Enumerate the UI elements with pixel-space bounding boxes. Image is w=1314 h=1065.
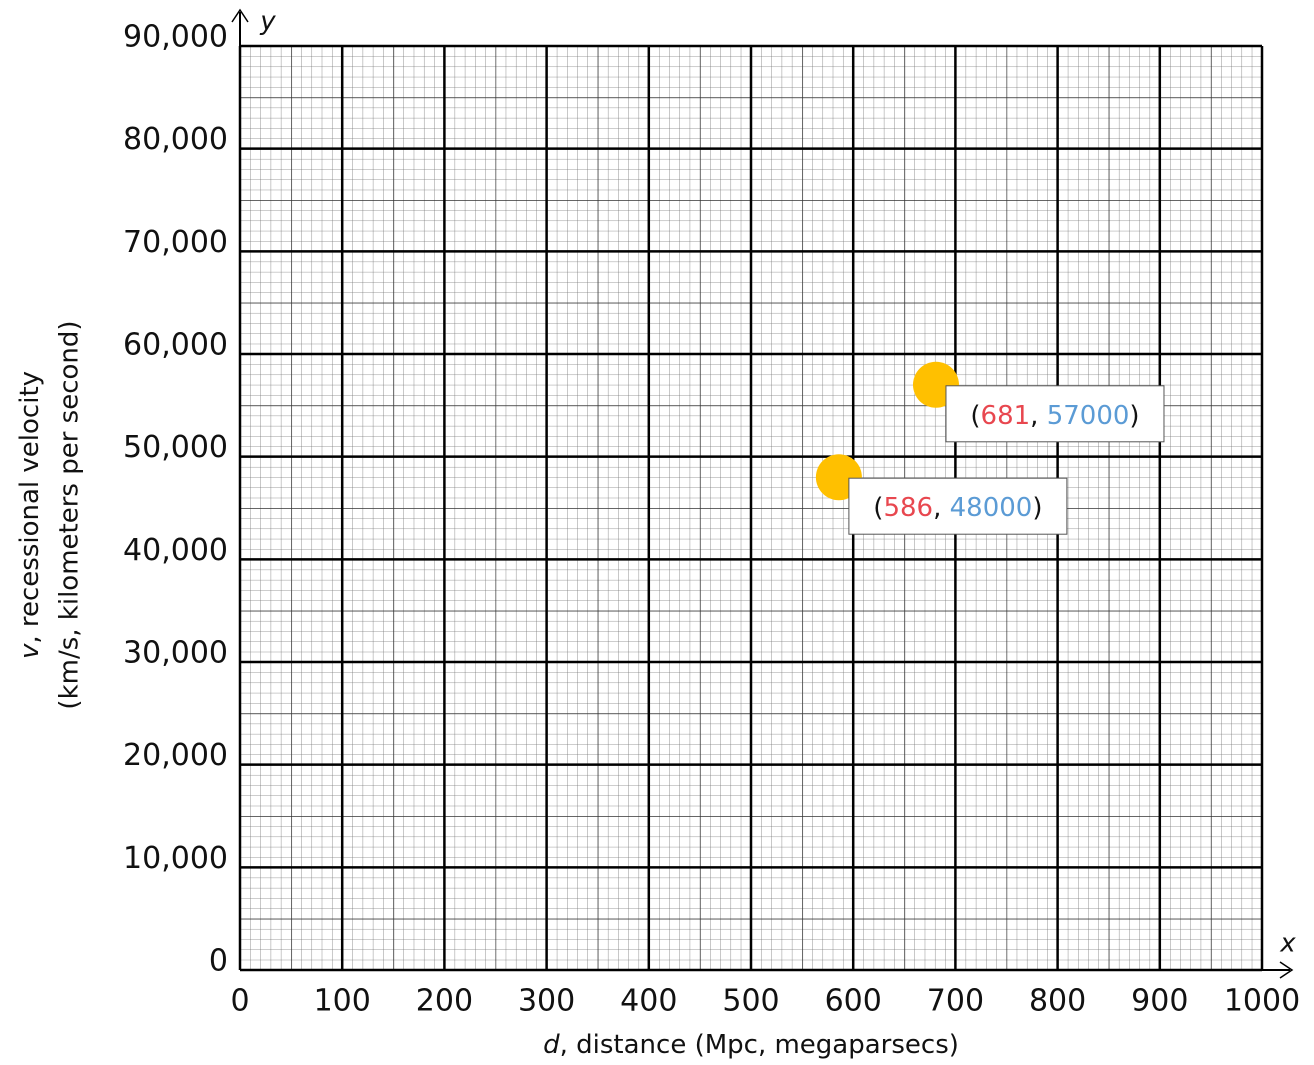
point-label-part: , xyxy=(933,493,950,523)
x-axis-label: d, distance (Mpc, megaparsecs) xyxy=(543,1030,959,1060)
y-tick-label: 70,000 xyxy=(123,225,228,260)
x-tick-label: 500 xyxy=(722,984,779,1019)
x-tick-label: 900 xyxy=(1131,984,1188,1019)
y-axis-label-group: v, recessional velocity (km/s, kilometer… xyxy=(15,320,85,709)
y-tick-label: 50,000 xyxy=(123,430,228,465)
point-label-part: ( xyxy=(873,493,883,523)
point-label-part: ) xyxy=(1032,493,1042,523)
y-tick-label: 0 xyxy=(209,944,228,979)
x-tick-label: 300 xyxy=(518,984,575,1019)
point-label-part: 48000 xyxy=(950,493,1033,523)
point-label-part: , xyxy=(1030,400,1047,430)
x-tick-label: 1000 xyxy=(1224,984,1300,1019)
x-tick-label: 700 xyxy=(927,984,984,1019)
y-tick-label: 30,000 xyxy=(123,636,228,671)
x-tick-label: 600 xyxy=(825,984,882,1019)
point-label: (586, 48000) xyxy=(873,493,1042,523)
point-label-part: ( xyxy=(970,400,980,430)
point-label: (681, 57000) xyxy=(970,400,1139,430)
x-tick-label: 100 xyxy=(314,984,371,1019)
y-tick-label: 80,000 xyxy=(123,122,228,157)
y-tick-label: 20,000 xyxy=(123,738,228,773)
x-tick-label: 400 xyxy=(620,984,677,1019)
x-axis-text: , distance (Mpc, megaparsecs) xyxy=(560,1030,959,1060)
y-tick-label: 60,000 xyxy=(123,328,228,363)
x-letter: x xyxy=(1279,929,1296,959)
point-label-box xyxy=(945,385,1165,443)
y-arrow xyxy=(231,8,249,23)
y-axis-label-line2: (km/s, kilometers per second) xyxy=(55,320,85,709)
point-label-part: ) xyxy=(1129,400,1139,430)
x-tick-label: 200 xyxy=(416,984,473,1019)
point-label-part: 586 xyxy=(883,493,933,523)
x-arrow xyxy=(1279,961,1294,979)
y-tick-label: 10,000 xyxy=(123,841,228,876)
y-tick-label: 40,000 xyxy=(123,533,228,568)
y-letter: y xyxy=(259,7,276,37)
x-tick-label: 0 xyxy=(230,984,249,1019)
y-axis-text: , recessional velocity xyxy=(15,371,45,644)
point-label-box xyxy=(848,477,1068,535)
y-axis-var: v xyxy=(15,643,45,659)
y-axis-label: v, recessional velocity xyxy=(15,371,45,659)
y-tick-label: 90,000 xyxy=(123,20,228,55)
x-tick-label: 800 xyxy=(1029,984,1086,1019)
point-label-part: 57000 xyxy=(1047,400,1130,430)
point-label-part: 681 xyxy=(981,400,1031,430)
x-axis-var: d xyxy=(543,1030,560,1060)
